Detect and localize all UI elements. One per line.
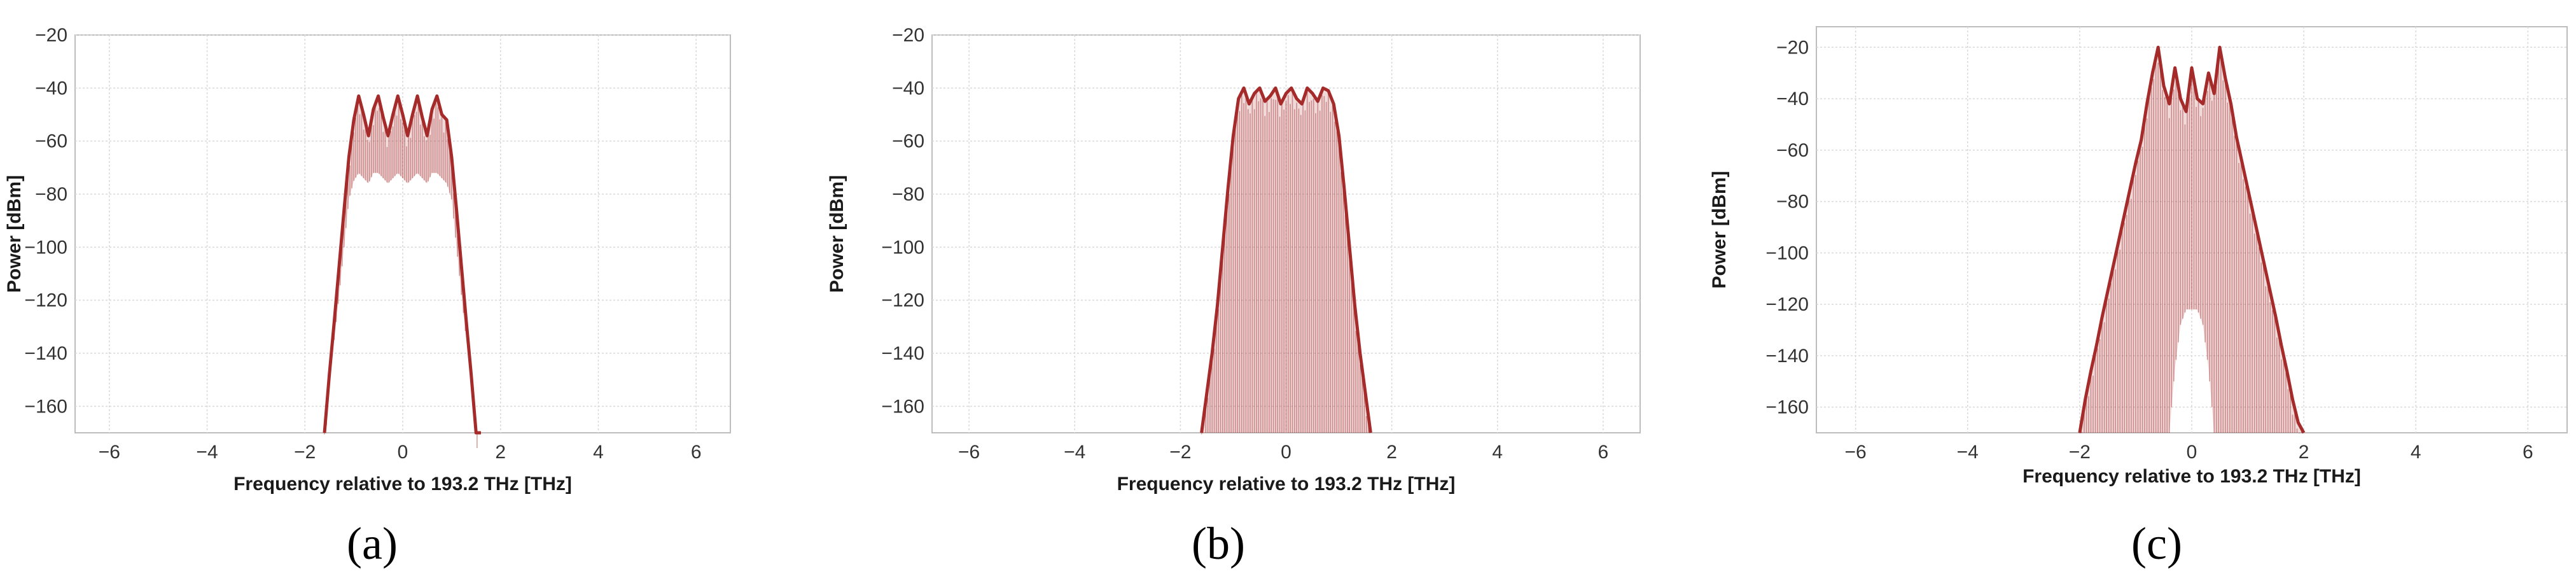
chart-panel-a: −6 −4 −2 0 2 4 6−20−40−60−80−100−120−140−160 F…	[4, 25, 731, 569]
x-tick-label: 0	[2187, 442, 2197, 463]
y-tick-label: −100	[881, 237, 924, 258]
x-axis-label: Frequency relative to 193.2 THz [THz]	[2023, 466, 2361, 487]
x-tick-label: 6	[691, 442, 702, 463]
x-tick-label: 0	[1281, 442, 1291, 463]
chart-panel-c: −6 −4 −2 0 2 4 6−20−40−60−80−100−120−140−160 F…	[1709, 26, 2568, 569]
x-tick-label: 4	[1492, 442, 1503, 463]
x-tick-label: 2	[495, 442, 506, 463]
x-tick-label: 0	[398, 442, 408, 463]
signal-fill	[1201, 88, 1371, 435]
x-tick-label: −6	[99, 442, 120, 463]
y-tick-label: −160	[1765, 397, 1809, 418]
y-tick-label: −120	[881, 290, 924, 311]
signal-band	[1201, 88, 1371, 433]
y-tick-label: −100	[24, 237, 67, 258]
panel-label: (b)	[1192, 518, 1245, 569]
signal-band	[324, 95, 481, 433]
grid-lines	[932, 34, 1640, 433]
x-tick-label: 4	[2411, 442, 2421, 463]
x-tick-label: −2	[1169, 442, 1191, 463]
y-tick-label: −140	[24, 343, 67, 364]
tick-labels: −6 −4 −2 0 2 4 6−20−40−60−80−100−120−140−160	[24, 25, 701, 463]
y-tick-label: −40	[892, 78, 924, 99]
y-axis-label: Power [dBm]	[1709, 171, 1730, 288]
signal-series	[323, 94, 481, 435]
x-tick-label: 2	[1386, 442, 1397, 463]
signal-series	[1200, 86, 1372, 433]
y-tick-label: −40	[1776, 88, 1809, 109]
signal-fill	[324, 95, 481, 448]
x-tick-label: −4	[1064, 442, 1085, 463]
x-tick-label: −4	[1957, 442, 1979, 463]
x-tick-label: −2	[2069, 442, 2091, 463]
panel-label: (c)	[2131, 518, 2182, 569]
y-tick-label: −80	[892, 184, 924, 205]
y-tick-label: −140	[1765, 346, 1809, 367]
tick-labels: −6 −4 −2 0 2 4 6−20−40−60−80−100−120−140−160	[881, 25, 1608, 463]
x-axis-label: Frequency relative to 193.2 THz [THz]	[233, 474, 572, 495]
x-tick-label: −6	[958, 442, 980, 463]
y-tick-label: −160	[881, 396, 924, 417]
x-tick-label: 2	[2299, 442, 2309, 463]
signal-series	[2078, 45, 2306, 434]
y-tick-label: −120	[24, 290, 67, 311]
grid-lines	[75, 34, 730, 433]
power-spectrum-line	[323, 94, 481, 435]
y-tick-label: −40	[35, 78, 67, 99]
y-tick-label: −20	[1776, 37, 1809, 58]
y-tick-label: −60	[892, 131, 924, 152]
signal-band	[2079, 47, 2304, 433]
y-tick-label: −160	[24, 396, 67, 417]
x-tick-label: −2	[294, 442, 316, 463]
x-tick-label: 6	[1598, 442, 1609, 463]
y-tick-label: −140	[881, 343, 924, 364]
power-spectrum-line	[2078, 45, 2306, 434]
chart-panel-b: −6 −4 −2 0 2 4 6−20−40−60−80−100−120−140−160 F…	[826, 25, 1641, 569]
y-tick-label: −20	[892, 25, 924, 46]
y-tick-label: −20	[35, 25, 67, 46]
power-spectrum-line	[1200, 86, 1372, 433]
y-axis-label: Power [dBm]	[4, 175, 25, 293]
x-tick-label: −4	[196, 442, 218, 463]
y-tick-label: −60	[1776, 140, 1809, 161]
grid-lines	[1816, 27, 2567, 433]
y-tick-label: −80	[35, 184, 67, 205]
x-tick-label: 6	[2523, 442, 2533, 463]
y-tick-label: −80	[1776, 192, 1809, 213]
y-tick-label: −100	[1765, 242, 1809, 263]
x-axis-label: Frequency relative to 193.2 THz [THz]	[1117, 474, 1456, 495]
tick-labels: −6 −4 −2 0 2 4 6−20−40−60−80−100−120−140−160	[1765, 37, 2533, 463]
y-tick-label: −60	[35, 131, 67, 152]
signal-fill	[2079, 47, 2304, 433]
x-tick-label: 4	[593, 442, 604, 463]
panel-label: (a)	[347, 518, 398, 569]
y-axis-label: Power [dBm]	[826, 175, 847, 293]
y-tick-label: −120	[1765, 294, 1809, 315]
x-tick-label: −6	[1845, 442, 1867, 463]
